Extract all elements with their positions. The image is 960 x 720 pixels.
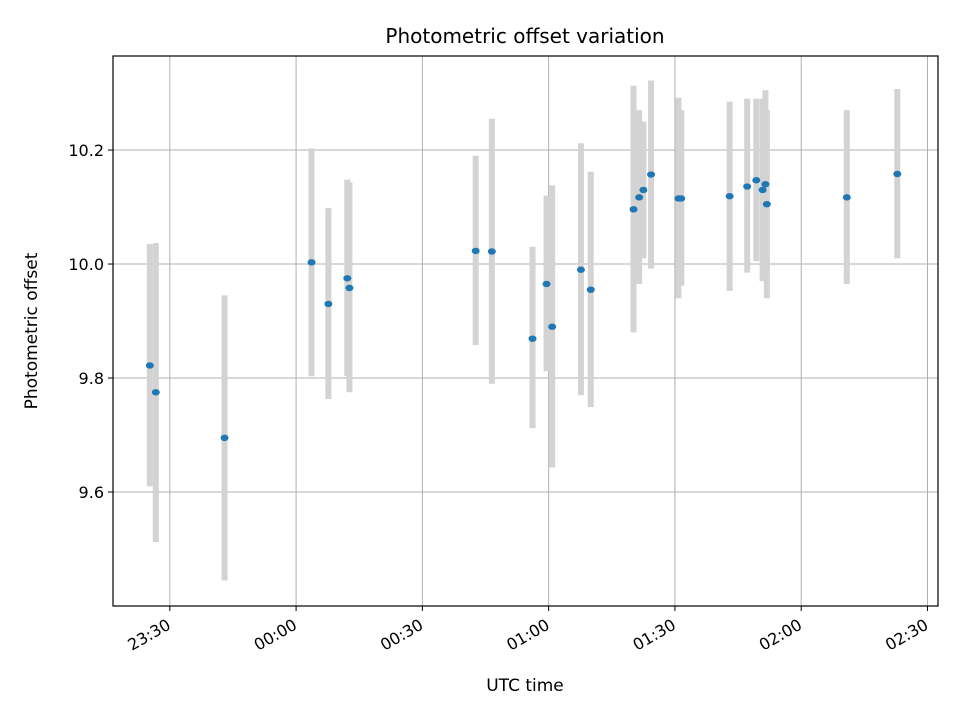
data-point (345, 284, 354, 292)
data-point (528, 335, 537, 342)
data-point (145, 362, 154, 369)
data-point (725, 193, 734, 200)
data-points (145, 170, 902, 442)
data-point (548, 323, 557, 330)
y-tick-label: 10.0 (68, 255, 104, 274)
grid-lines (113, 56, 938, 606)
y-tick-label: 10.2 (68, 141, 104, 160)
data-point (220, 434, 229, 442)
data-point (324, 300, 333, 308)
y-axis-label: Photometric offset (22, 252, 42, 409)
plot-frame (112, 55, 939, 607)
x-axis-label: UTC time (486, 676, 564, 696)
data-point (842, 194, 851, 201)
data-point (542, 280, 551, 288)
data-point (762, 200, 771, 208)
data-point (307, 259, 316, 266)
data-point (471, 247, 480, 255)
data-point (647, 171, 656, 178)
data-point (151, 389, 160, 396)
data-point (677, 195, 686, 202)
data-point (576, 266, 585, 273)
data-point (487, 248, 496, 255)
y-tick-label: 9.6 (79, 483, 104, 502)
y-tick-label: 9.8 (79, 369, 104, 388)
data-point (586, 286, 595, 293)
data-point (752, 177, 761, 184)
data-point (743, 183, 752, 190)
data-point (893, 170, 902, 178)
data-point (758, 186, 767, 194)
data-point (635, 194, 644, 201)
chart-title: Photometric offset variation (385, 24, 664, 48)
data-point (761, 181, 770, 188)
data-point (629, 206, 638, 213)
data-point (343, 275, 352, 282)
data-point (639, 186, 648, 194)
y-axis-ticks: 9.6 9.8 10.0 10.2 (68, 141, 113, 502)
